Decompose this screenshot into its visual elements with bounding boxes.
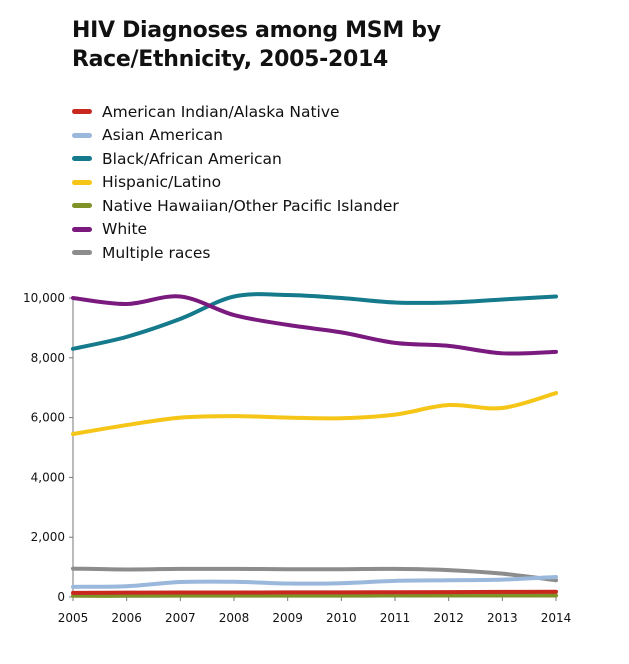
x-tick-label: 2008 bbox=[219, 611, 250, 625]
series-line-asian-american bbox=[71, 574, 558, 589]
chart-title: HIV Diagnoses among MSM by Race/Ethnicit… bbox=[72, 16, 441, 74]
legend-label: Black/African American bbox=[102, 149, 282, 168]
x-tick-label: 2013 bbox=[487, 611, 518, 625]
x-tick-label: 2014 bbox=[541, 611, 572, 625]
legend-swatch bbox=[72, 156, 92, 162]
y-tick-label: 0 bbox=[57, 590, 65, 604]
x-tick-label: 2010 bbox=[326, 611, 357, 625]
legend-label: Multiple races bbox=[102, 243, 211, 262]
legend-label: Native Hawaiian/Other Pacific Islander bbox=[102, 196, 399, 215]
legend-swatch bbox=[72, 203, 92, 209]
legend-swatch bbox=[72, 109, 92, 115]
x-tick-label: 2012 bbox=[433, 611, 464, 625]
x-tick-label: 2011 bbox=[380, 611, 411, 625]
legend-item: Multiple races bbox=[72, 241, 399, 265]
legend-item: White bbox=[72, 218, 399, 242]
legend-item: Asian American bbox=[72, 124, 399, 148]
y-tick-label: 10,000 bbox=[23, 291, 65, 305]
title-line-2: Race/Ethnicity, 2005-2014 bbox=[72, 47, 389, 72]
legend-swatch bbox=[72, 250, 92, 256]
series-line-white bbox=[71, 294, 558, 356]
legend-swatch bbox=[72, 226, 92, 232]
x-tick-label: 2006 bbox=[111, 611, 142, 625]
legend: American Indian/Alaska Native Asian Ameri… bbox=[72, 100, 399, 265]
y-tick-label: 4,000 bbox=[31, 470, 65, 484]
legend-item: American Indian/Alaska Native bbox=[72, 100, 399, 124]
legend-label: American Indian/Alaska Native bbox=[102, 102, 340, 121]
legend-item: Hispanic/Latino bbox=[72, 171, 399, 195]
series-line-hispanic-latino bbox=[71, 391, 558, 437]
x-tick-label: 2005 bbox=[58, 611, 89, 625]
x-tick-label: 2009 bbox=[272, 611, 303, 625]
y-tick-label: 6,000 bbox=[31, 411, 65, 425]
legend-swatch bbox=[72, 132, 92, 138]
series-line-black-african-american bbox=[71, 292, 558, 351]
legend-label: Asian American bbox=[102, 126, 223, 145]
legend-item: Native Hawaiian/Other Pacific Islander bbox=[72, 194, 399, 218]
legend-label: Hispanic/Latino bbox=[102, 173, 222, 192]
series-line-multiple-races bbox=[71, 566, 558, 583]
legend-swatch bbox=[72, 179, 92, 185]
legend-item: Black/African American bbox=[72, 147, 399, 171]
y-tick-label: 2,000 bbox=[31, 530, 65, 544]
y-tick-label: 8,000 bbox=[31, 351, 65, 365]
series-line-american-indian-alaska-native bbox=[71, 589, 558, 595]
legend-label: White bbox=[102, 220, 148, 239]
title-line-1: HIV Diagnoses among MSM by bbox=[72, 18, 441, 43]
x-tick-label: 2007 bbox=[165, 611, 196, 625]
